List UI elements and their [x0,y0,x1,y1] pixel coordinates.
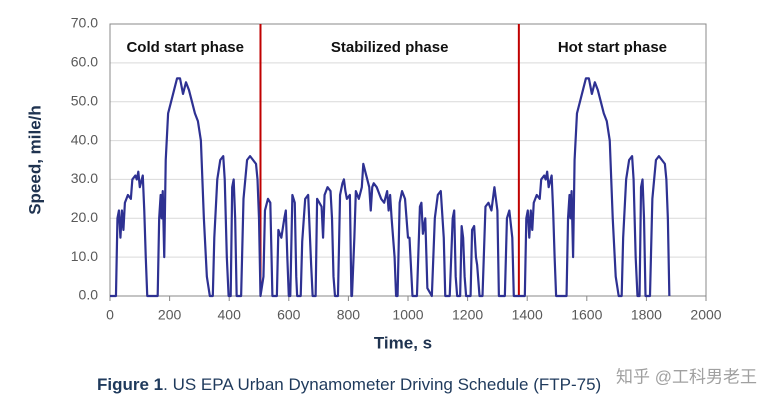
speed-line [110,77,671,298]
y-tick-label: 10.0 [71,248,98,264]
x-tick-label: 2000 [690,307,721,323]
caption-label: Figure 1 [97,375,163,394]
caption-text: . US EPA Urban Dynamometer Driving Sched… [163,375,601,394]
x-tick-label: 1400 [512,307,543,323]
x-tick-label: 800 [337,307,361,323]
y-tick-label: 30.0 [71,170,98,186]
y-tick-label: 20.0 [71,209,98,225]
phase-label: Stabilized phase [331,39,449,56]
plot-frame [109,23,707,297]
x-tick-label: 1200 [452,307,483,323]
y-tick-label: 0.0 [79,287,99,303]
x-tick-label: 200 [158,307,182,323]
watermark: 知乎 @工科男老王 [616,367,757,386]
x-tick-label: 600 [277,307,301,323]
x-tick-label: 0 [106,307,114,323]
y-tick-label: 50.0 [71,92,98,108]
x-tick-label: 400 [218,307,242,323]
x-tick-label: 1800 [631,307,662,323]
caption: Figure 1. US EPA Urban Dynamometer Drivi… [97,375,601,394]
x-tick-label: 1000 [392,307,423,323]
phase-label: Hot start phase [558,39,667,56]
x-axis-title: Time, s [374,333,432,352]
y-axis-title: Speed, mile/h [25,105,44,215]
y-tick-label: 60.0 [71,54,98,70]
y-tick-label: 40.0 [71,131,98,147]
phase-label: Cold start phase [126,39,244,56]
x-tick-label: 1600 [571,307,602,323]
y-tick-label: 70.0 [71,15,98,31]
